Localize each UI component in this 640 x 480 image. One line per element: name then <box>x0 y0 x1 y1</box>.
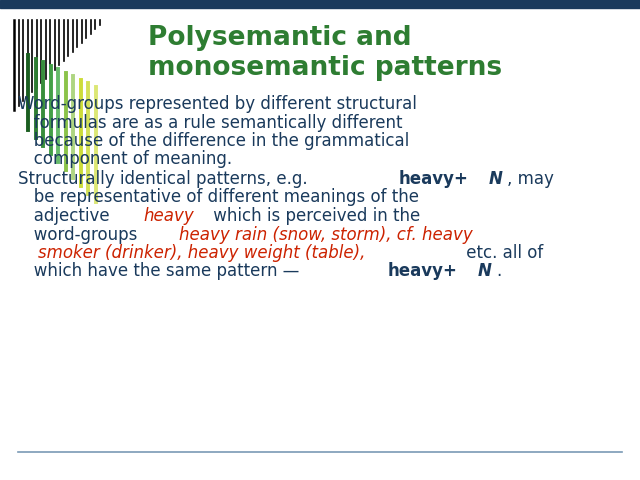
Text: be representative of different meanings of the: be representative of different meanings … <box>18 189 419 206</box>
Text: heavy+: heavy+ <box>399 170 468 188</box>
Text: formulas are as a rule semantically different: formulas are as a rule semantically diff… <box>18 113 403 132</box>
Text: Polysemantic and: Polysemantic and <box>148 25 412 51</box>
Text: Word-groups represented by different structural: Word-groups represented by different str… <box>18 95 417 113</box>
Text: Structurally identical patterns, e.g.: Structurally identical patterns, e.g. <box>18 170 313 188</box>
Text: which is perceived in the: which is perceived in the <box>209 207 420 225</box>
Text: because of the difference in the grammatical: because of the difference in the grammat… <box>18 132 409 150</box>
Text: heavy: heavy <box>143 207 194 225</box>
Text: which have the same pattern —: which have the same pattern — <box>18 263 305 280</box>
Text: adjective: adjective <box>18 207 115 225</box>
Bar <box>0 0 640 8</box>
Text: heavy+: heavy+ <box>388 263 458 280</box>
Text: monosemantic patterns: monosemantic patterns <box>148 55 502 81</box>
Text: N: N <box>489 170 502 188</box>
Text: , may: , may <box>506 170 554 188</box>
Text: heavy rain (snow, storm), cf. heavy: heavy rain (snow, storm), cf. heavy <box>179 226 472 243</box>
Text: word-groups: word-groups <box>18 226 143 243</box>
Text: component of meaning.: component of meaning. <box>18 151 232 168</box>
Text: etc. all of: etc. all of <box>461 244 543 262</box>
Text: .: . <box>496 263 501 280</box>
Text: smoker (drinker), heavy weight (table),: smoker (drinker), heavy weight (table), <box>38 244 365 262</box>
Text: N: N <box>478 263 492 280</box>
